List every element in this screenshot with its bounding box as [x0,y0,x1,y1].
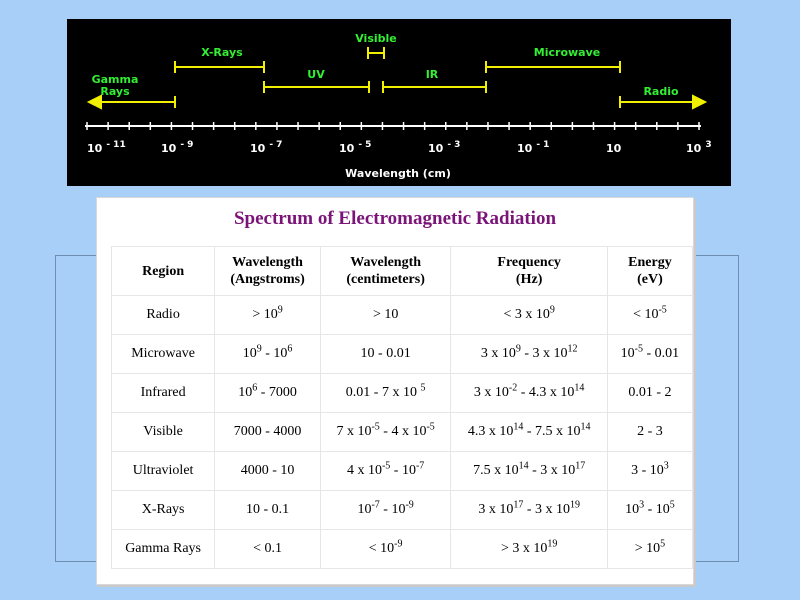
table-cell: 2 - 3 [606,412,694,452]
region-cell: Visible [110,412,216,452]
table-cell: 10-5 - 0.01 [606,334,694,374]
table-cell: 0.01 - 7 x 10 5 [319,373,452,413]
table-row: X-Rays 10 - 0.1 10-7 - 10-9 3 x 1017 - 3 x … [110,490,694,530]
table-cell: 7.5 x 1014 - 3 x 1017 [450,451,608,491]
axis-label: Wavelength (cm) [345,167,451,180]
table-cell: 3 x 109 - 3 x 1012 [450,334,608,374]
table-cell: 109 - 106 [214,334,321,374]
table-cell: > 10 [319,295,452,335]
tick-label: 10- 5 [339,140,371,155]
spectrum-svg: Visible X-Rays Microwave UV IR Gamma Ray… [85,32,712,180]
table-cell: 106 - 7000 [214,373,321,413]
table-row: Gamma Rays < 0.1 < 10-9 > 3 x 1019 > 105 [110,529,694,569]
table-row: Radio > 109 > 10 < 3 x 109 < 10-5 [110,295,694,335]
table-cell: 3 - 103 [606,451,694,491]
table-cell: 0.01 - 2 [606,373,694,413]
arrow-left-icon [86,94,102,110]
table-cell: 7000 - 4000 [214,412,321,452]
label-ir: IR [426,68,439,81]
table-cell: 4 x 10-5 - 10-7 [319,451,452,491]
em-table-card: Spectrum of Electromagnetic Radiation Re… [96,197,694,585]
table-cell: > 109 [214,295,321,335]
tick-label: 10- 9 [161,140,193,155]
em-radiation-table: Region Wavelength (Angstroms) Wavelength (ce… [110,246,694,569]
label-xrays: X-Rays [201,46,243,59]
label-uv: UV [307,68,325,81]
table-row: Microwave 109 - 106 10 - 0.01 3 x 109 - 3 x… [110,334,694,374]
table-header-cell: Wavelength (centimeters) [319,246,452,296]
table-cell: 103 - 105 [606,490,694,530]
spectrum-diagram: Visible X-Rays Microwave UV IR Gamma Ray… [67,19,731,186]
table-header-cell: Energy (eV) [606,246,694,296]
table-header-cell: Wavelength (Angstroms) [214,246,321,296]
table-cell: 4000 - 10 [214,451,321,491]
table-title: Spectrum of Electromagnetic Radiation [233,208,557,229]
table-row: Visible 7000 - 4000 7 x 10-5 - 4 x 10-5 4.3… [110,412,694,452]
table-header-cell: Frequency (Hz) [450,246,608,296]
tick-label: 10- 1 [517,140,549,155]
tick-label: 10- 7 [250,140,282,155]
label-radio: Radio [643,85,679,98]
table-cell: < 10-9 [319,529,452,569]
region-cell: X-Rays [110,490,216,530]
region-cell: Ultraviolet [110,451,216,491]
table-header-row: Region Wavelength (Angstroms) Wavelength (ce… [110,246,694,296]
region-cell: Radio [110,295,216,335]
table-cell: > 105 [606,529,694,569]
table-cell: < 3 x 109 [450,295,608,335]
tick-label: 10- 11 [87,140,126,155]
table-cell: 10-7 - 10-9 [319,490,452,530]
label-microwave: Microwave [534,46,600,59]
table-cell: < 0.1 [214,529,321,569]
label-gamma-line1: Gamma [92,73,139,86]
label-gamma-line2: Rays [100,85,130,98]
tick-label: 10 3 [686,140,712,155]
arrow-right-icon [692,94,708,110]
table-cell: 10 - 0.01 [319,334,452,374]
region-cell: Gamma Rays [110,529,216,569]
table-cell: < 10-5 [606,295,694,335]
tick-label: 10 [606,142,622,155]
tick-label: 10- 3 [428,140,460,155]
table-cell: 7 x 10-5 - 4 x 10-5 [319,412,452,452]
region-cell: Infrared [110,373,216,413]
table-row: Ultraviolet 4000 - 10 4 x 10-5 - 10-7 7.5 x… [110,451,694,491]
table-cell: 3 x 10-2 - 4.3 x 1014 [450,373,608,413]
table-cell: 4.3 x 1014 - 7.5 x 1014 [450,412,608,452]
table-cell: 3 x 1017 - 3 x 1019 [450,490,608,530]
region-cell: Microwave [110,334,216,374]
table-cell: 10 - 0.1 [214,490,321,530]
table-header-cell: Region [110,246,216,296]
label-visible: Visible [355,32,397,45]
table-cell: > 3 x 1019 [450,529,608,569]
